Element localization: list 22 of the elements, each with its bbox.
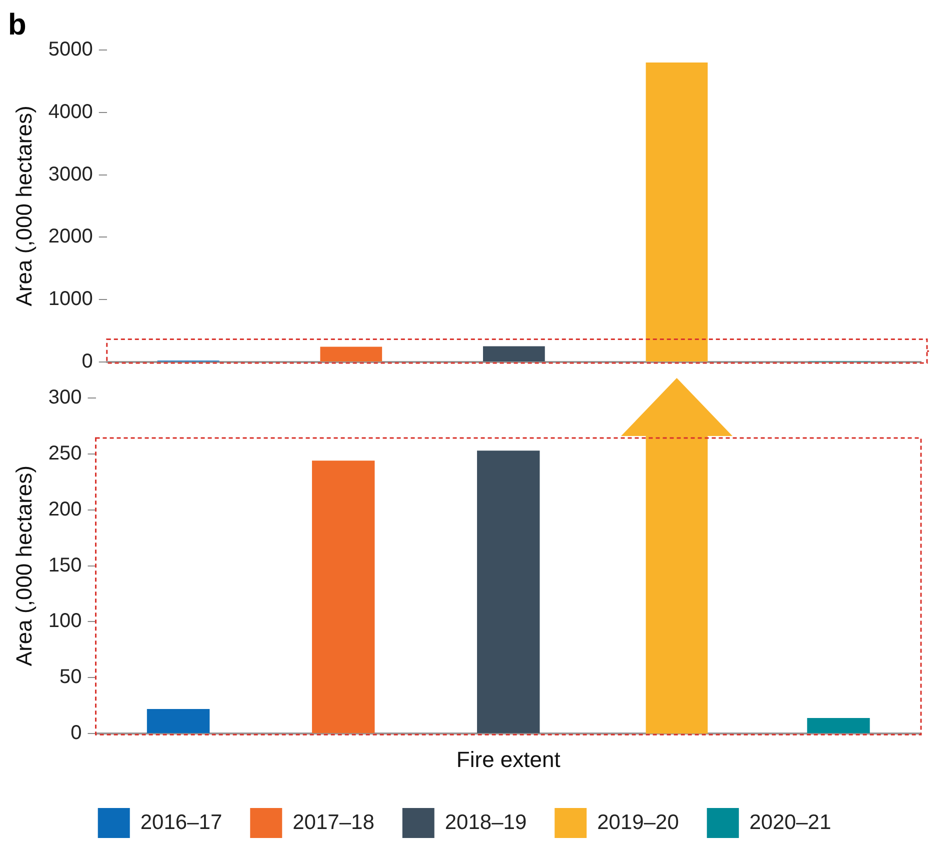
y-tick-label: 300 bbox=[48, 386, 82, 409]
legend-label: 2018–19 bbox=[444, 810, 527, 834]
y-axis-title: Area (,000 hectares) bbox=[11, 466, 36, 666]
y-tick-label: 3000 bbox=[48, 163, 93, 186]
x-axis-title: Fire extent bbox=[456, 746, 560, 772]
y-tick-label: 1000 bbox=[48, 288, 93, 310]
legend-label: 2019–20 bbox=[597, 810, 679, 834]
y-tick-label: 100 bbox=[48, 610, 82, 632]
y-tick-label: 5000 bbox=[48, 38, 93, 61]
y-tick-label: 150 bbox=[48, 554, 82, 576]
y-axis-title: Area (,000 hectares) bbox=[11, 106, 36, 306]
y-tick-label: 4000 bbox=[48, 100, 93, 123]
legend-label: 2020–21 bbox=[749, 810, 832, 834]
y-tick-label: 0 bbox=[82, 350, 93, 373]
legend-label: 2017–18 bbox=[292, 810, 374, 834]
legend-label: 2016–17 bbox=[140, 810, 222, 834]
y-tick-label: 250 bbox=[48, 442, 82, 464]
y-tick-label: 50 bbox=[60, 666, 82, 688]
y-tick-label: 0 bbox=[70, 722, 82, 744]
y-tick-label: 2000 bbox=[48, 226, 93, 248]
chart-title: b bbox=[8, 8, 26, 42]
y-tick-label: 200 bbox=[48, 498, 82, 520]
